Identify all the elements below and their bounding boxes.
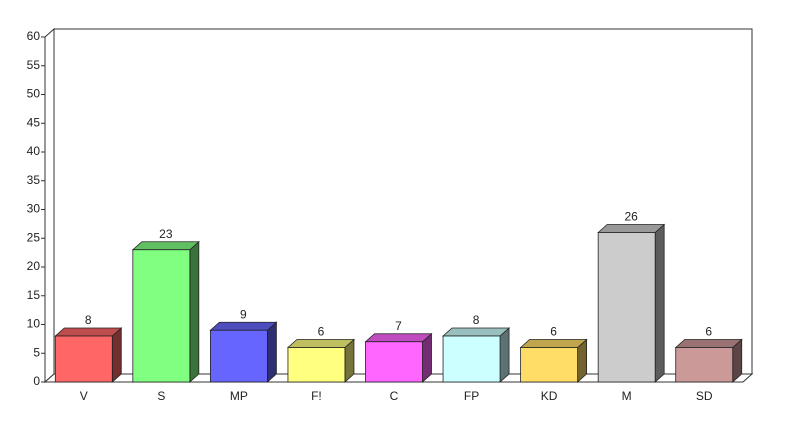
value-label: 6 <box>705 325 712 339</box>
bar-front <box>54 335 113 383</box>
bar-front <box>442 335 501 383</box>
bar-side <box>654 223 665 383</box>
bar <box>286 338 355 383</box>
bar <box>209 321 278 383</box>
bar-top <box>442 327 511 337</box>
y-tick-label: 0 <box>33 374 40 388</box>
x-tick-label: FP <box>464 389 479 403</box>
x-tick-label: F! <box>311 389 322 403</box>
y-tick-label: 25 <box>27 230 41 244</box>
bar-top <box>519 339 588 348</box>
y-tick-label: 55 <box>27 58 41 72</box>
x-tick-label: SD <box>696 389 713 403</box>
value-label: 9 <box>240 307 247 321</box>
bar-top <box>54 327 123 337</box>
value-label: 6 <box>550 325 557 339</box>
bar <box>442 327 511 383</box>
y-tick-label: 45 <box>27 115 41 129</box>
x-tick-label: V <box>80 389 88 403</box>
bar-front <box>132 249 191 383</box>
value-label: 6 <box>318 325 325 339</box>
bar-front <box>520 347 579 383</box>
x-tick-label: S <box>157 389 165 403</box>
value-label: 8 <box>85 313 92 327</box>
y-tick-label: 35 <box>27 173 41 187</box>
bar <box>54 327 123 383</box>
bar <box>597 223 666 383</box>
bar <box>519 338 588 383</box>
value-label: 7 <box>395 319 402 333</box>
y-tick-label: 20 <box>27 259 41 273</box>
left-wall <box>44 27 55 384</box>
bar-front <box>209 329 268 383</box>
bar-front <box>287 347 346 383</box>
bar-top <box>674 339 743 348</box>
bar-front <box>365 341 423 383</box>
bar-side <box>189 240 200 383</box>
y-tick-label: 5 <box>33 345 40 359</box>
bar-side <box>111 327 122 383</box>
value-label: 26 <box>624 210 638 224</box>
y-tick-label: 40 <box>27 144 41 158</box>
bar-top <box>364 333 433 343</box>
y-tick-label: 60 <box>27 29 41 43</box>
value-label: 8 <box>473 313 480 327</box>
bar-top <box>286 339 355 348</box>
bar-side <box>266 321 277 383</box>
x-tick-label: C <box>390 389 399 403</box>
bar-side <box>499 327 510 383</box>
y-tick-label: 10 <box>27 317 41 331</box>
y-tick-label: 30 <box>27 202 41 216</box>
bar-front <box>675 347 734 383</box>
x-tick-label: M <box>622 389 632 403</box>
bar-top <box>131 241 200 251</box>
y-tick-label: 15 <box>27 288 41 302</box>
bar <box>364 332 433 383</box>
x-tick-label: KD <box>541 389 558 403</box>
bar <box>674 338 743 383</box>
bar-front <box>597 232 656 383</box>
bar-top <box>597 224 666 233</box>
value-label: 23 <box>159 227 173 241</box>
bar <box>131 240 200 383</box>
bar-top <box>209 321 278 331</box>
x-tick-label: MP <box>230 389 248 403</box>
y-tick-label: 50 <box>27 87 41 101</box>
